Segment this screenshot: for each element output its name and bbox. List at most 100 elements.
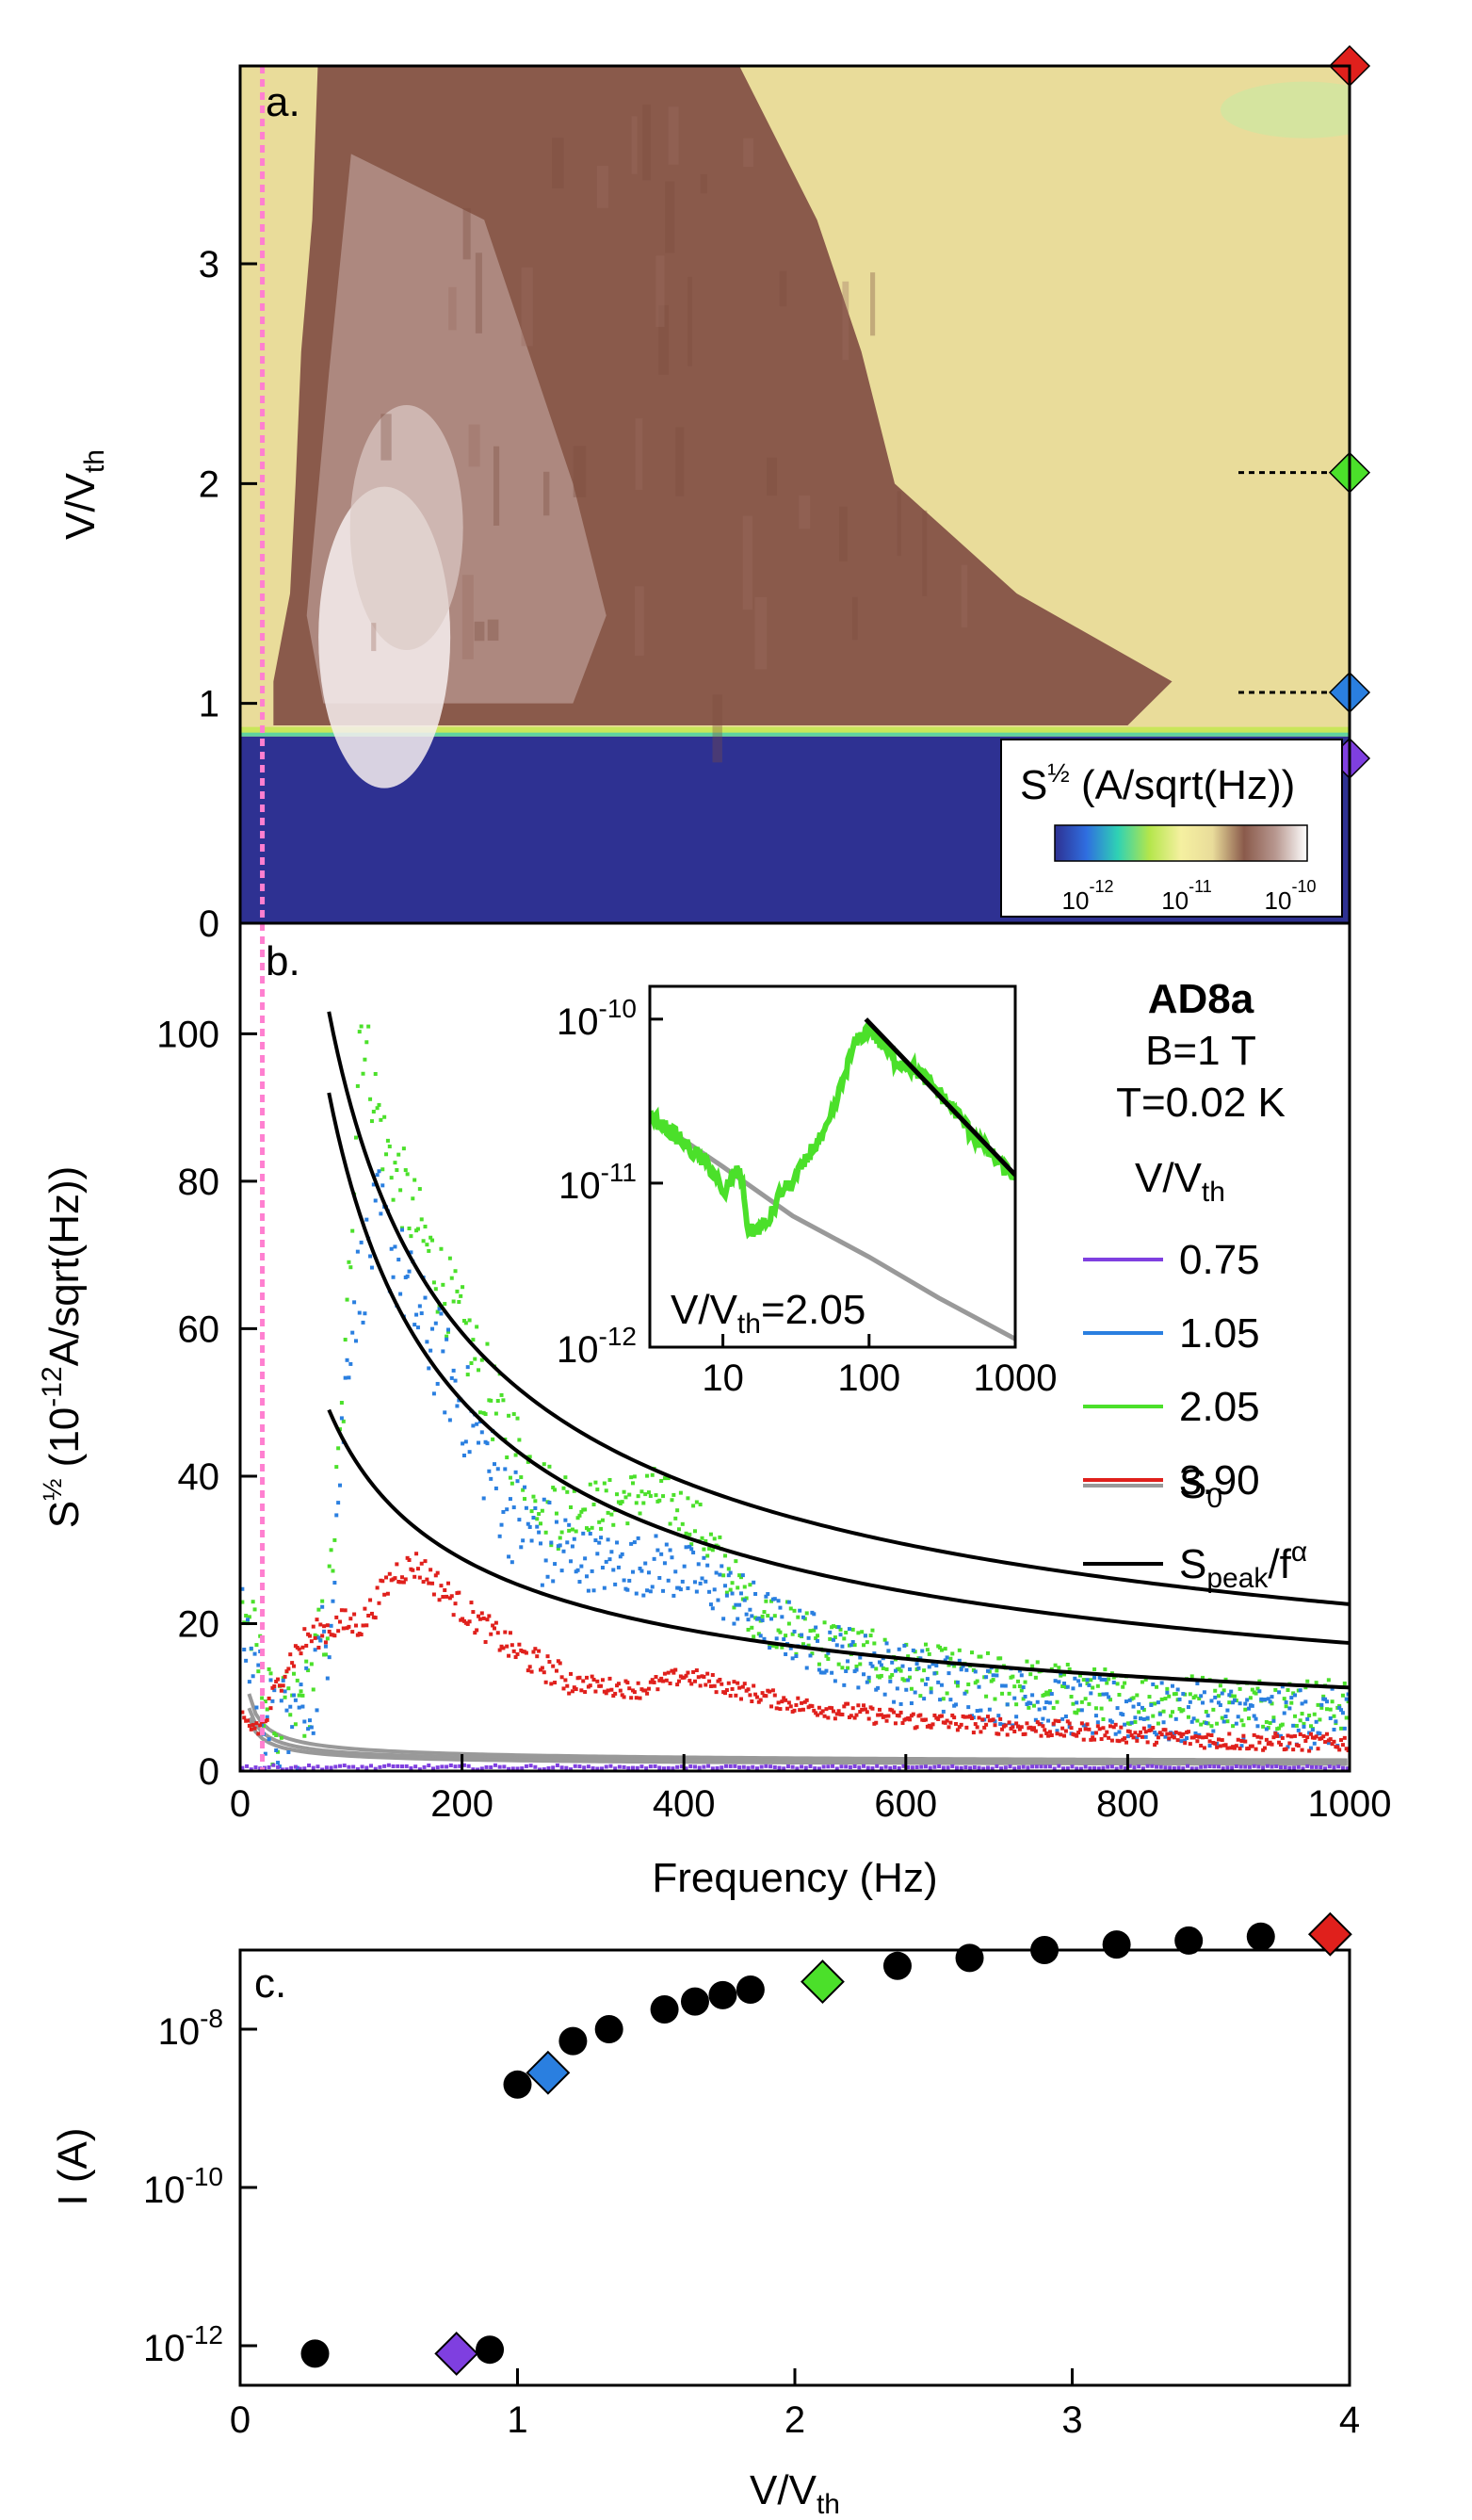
- data-point: [1075, 1700, 1079, 1705]
- data-point: [1103, 1733, 1108, 1738]
- b-xtick-label: 0: [230, 1783, 251, 1825]
- data-point: [407, 1269, 412, 1274]
- data-point: [329, 1548, 333, 1553]
- data-point: [453, 1764, 458, 1769]
- data-point: [1227, 1693, 1232, 1698]
- data-point: [1079, 1699, 1084, 1704]
- inset-xtick-label: 1000: [974, 1358, 1058, 1399]
- data-point: [471, 1767, 476, 1771]
- data-point: [599, 1683, 604, 1688]
- data-point: [643, 1688, 648, 1693]
- data-point: [574, 1687, 578, 1692]
- heatmap-texture: [754, 596, 768, 670]
- data-point: [318, 1622, 323, 1627]
- data-point: [425, 1340, 429, 1344]
- data-point: [252, 1607, 257, 1612]
- data-point: [995, 1673, 999, 1678]
- data-point: [565, 1489, 570, 1494]
- data-point: [271, 1763, 276, 1767]
- data-point: [1330, 1742, 1335, 1747]
- data-point: [759, 1764, 764, 1769]
- data-point: [1225, 1708, 1230, 1713]
- data-point: [817, 1662, 821, 1666]
- data-point: [505, 1507, 510, 1512]
- data-point: [945, 1655, 949, 1660]
- data-point: [1078, 1766, 1083, 1771]
- data-point: [331, 1569, 335, 1573]
- data-point: [1247, 1716, 1252, 1721]
- data-point: [1339, 1738, 1344, 1743]
- data-point: [682, 1564, 687, 1569]
- data-point: [1017, 1668, 1022, 1673]
- data-point: [946, 1725, 951, 1730]
- data-point: [513, 1655, 518, 1660]
- data-point: [737, 1685, 742, 1690]
- data-point: [756, 1616, 761, 1620]
- series-0-75: [240, 1763, 1350, 1771]
- heatmap-texture: [922, 510, 928, 596]
- data-point: [1293, 1733, 1298, 1738]
- data-point: [704, 1683, 708, 1687]
- data-point: [604, 1488, 608, 1493]
- data-point: [977, 1765, 981, 1770]
- data-point: [481, 1616, 486, 1620]
- data-point: [1289, 1734, 1294, 1739]
- data-point: [794, 1651, 799, 1656]
- data-point: [909, 1700, 914, 1705]
- data-point: [1204, 1721, 1208, 1726]
- data-point: [318, 1638, 323, 1643]
- data-point: [1011, 1674, 1015, 1679]
- data-point: [1277, 1740, 1282, 1745]
- data-point: [1175, 1687, 1180, 1692]
- data-point: [930, 1662, 935, 1666]
- data-point: [790, 1656, 795, 1661]
- data-point: [939, 1714, 944, 1718]
- data-point: [1043, 1764, 1048, 1769]
- data-point: [1216, 1700, 1221, 1705]
- data-point: [790, 1764, 795, 1769]
- data-point: [916, 1666, 921, 1670]
- data-point: [421, 1580, 426, 1585]
- data-point: [342, 1764, 347, 1768]
- data-point: [1106, 1764, 1110, 1769]
- data-point: [526, 1668, 530, 1673]
- data-point: [1261, 1724, 1266, 1729]
- data-point: [850, 1706, 855, 1711]
- data-point: [1305, 1679, 1310, 1683]
- data-point: [1088, 1766, 1092, 1771]
- data-point: [329, 1765, 333, 1770]
- data-point: [409, 1765, 413, 1770]
- data-point: [1016, 1679, 1021, 1683]
- data-point: [1101, 1716, 1106, 1721]
- data-point: [1089, 1678, 1093, 1683]
- data-point: [626, 1765, 631, 1770]
- data-point: [1241, 1733, 1246, 1738]
- data-point: [657, 1765, 662, 1770]
- data-point: [1000, 1727, 1005, 1731]
- data-point: [898, 1668, 903, 1673]
- data-point: [684, 1545, 688, 1550]
- data-point: [431, 1391, 436, 1396]
- data-point: [1159, 1732, 1164, 1737]
- data-point: [338, 1764, 343, 1768]
- data-point: [272, 1688, 277, 1693]
- data-point: [847, 1627, 851, 1632]
- data-point: [824, 1668, 829, 1673]
- data-point: [355, 1083, 360, 1088]
- heatmap-texture: [468, 424, 480, 467]
- data-point: [267, 1696, 271, 1700]
- data-point: [491, 1623, 495, 1628]
- data-point: [692, 1679, 697, 1683]
- data-point: [924, 1642, 929, 1647]
- data-point: [650, 1678, 655, 1683]
- data-point: [1133, 1715, 1138, 1720]
- data-point: [730, 1686, 735, 1691]
- data-point: [993, 1723, 997, 1728]
- data-point: [1181, 1731, 1186, 1736]
- data-point: [377, 1601, 381, 1605]
- data-point: [439, 1311, 444, 1316]
- data-point: [1207, 1764, 1212, 1769]
- data-point: [276, 1761, 281, 1765]
- data-point: [780, 1645, 785, 1650]
